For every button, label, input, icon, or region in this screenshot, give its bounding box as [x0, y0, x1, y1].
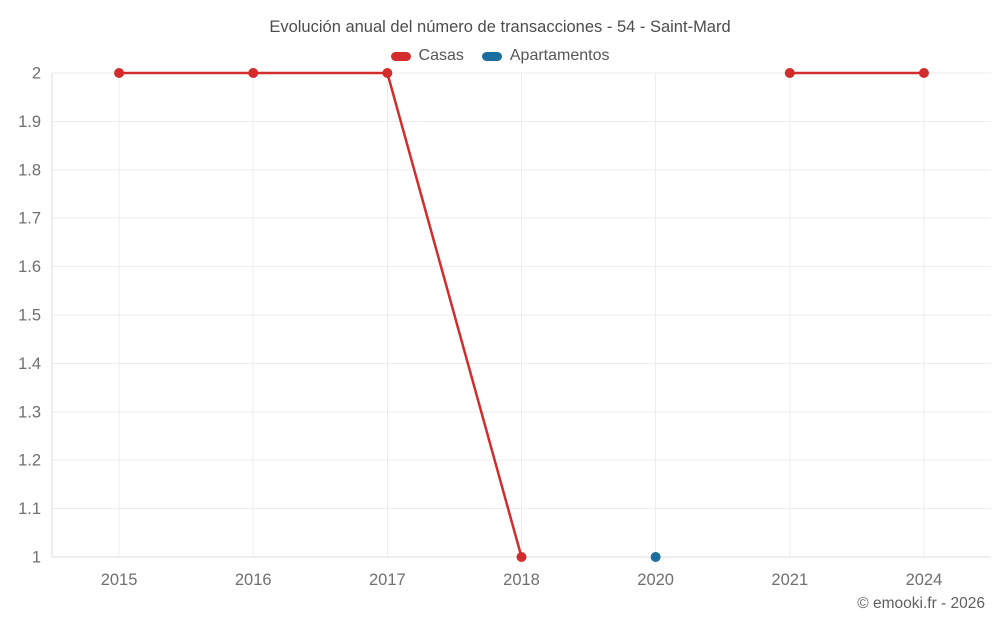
legend-marker-casas	[390, 51, 411, 61]
y-axis-tick-label: 1.7	[18, 210, 41, 228]
legend-item-casas[interactable]: Casas	[390, 47, 464, 65]
y-axis-tick-label: 2	[32, 65, 41, 83]
y-axis-tick-label: 1.5	[18, 307, 41, 325]
x-axis-tick-label: 2020	[637, 571, 674, 589]
chart-title: Evolución anual del número de transaccio…	[269, 18, 731, 36]
data-point-casas-2018[interactable]	[516, 552, 527, 562]
legend-label-apartamentos: Apartamentos	[509, 47, 610, 64]
legend-marker-apartamentos	[481, 51, 502, 61]
data-point-casas-2016[interactable]	[248, 68, 259, 78]
x-axis-tick-label: 2015	[101, 571, 138, 589]
data-point-apartamentos-2020[interactable]	[650, 552, 661, 562]
x-axis-tick-label: 2021	[771, 571, 808, 589]
y-axis-tick-label: 1.8	[18, 161, 41, 179]
y-axis-tick-label: 1.1	[18, 500, 41, 518]
y-axis-tick-label: 1.4	[18, 355, 41, 373]
x-axis-tick-label: 2024	[906, 571, 943, 589]
data-point-casas-2015[interactable]	[114, 68, 125, 78]
chart-legend: Casas Apartamentos	[0, 46, 1000, 66]
y-axis-tick-label: 1.3	[18, 403, 41, 421]
y-axis-tick-label: 1	[32, 549, 41, 567]
y-axis-tick-label: 1.6	[18, 258, 41, 276]
x-axis-tick-label: 2018	[503, 571, 540, 589]
legend-label-casas: Casas	[418, 47, 464, 64]
series-line-casas	[117, 71, 523, 559]
copyright-text: © emooki.fr - 2026	[857, 595, 985, 612]
x-axis-tick-label: 2017	[369, 571, 406, 589]
y-axis-tick-label: 1.9	[18, 113, 41, 131]
data-point-casas-2024[interactable]	[918, 68, 929, 78]
legend-item-apartamentos[interactable]: Apartamentos	[481, 47, 610, 65]
y-axis-tick-label: 1.2	[18, 452, 41, 470]
x-axis-tick-label: 2016	[235, 571, 272, 589]
data-point-casas-2021[interactable]	[784, 68, 795, 78]
data-point-casas-2017[interactable]	[382, 68, 393, 78]
